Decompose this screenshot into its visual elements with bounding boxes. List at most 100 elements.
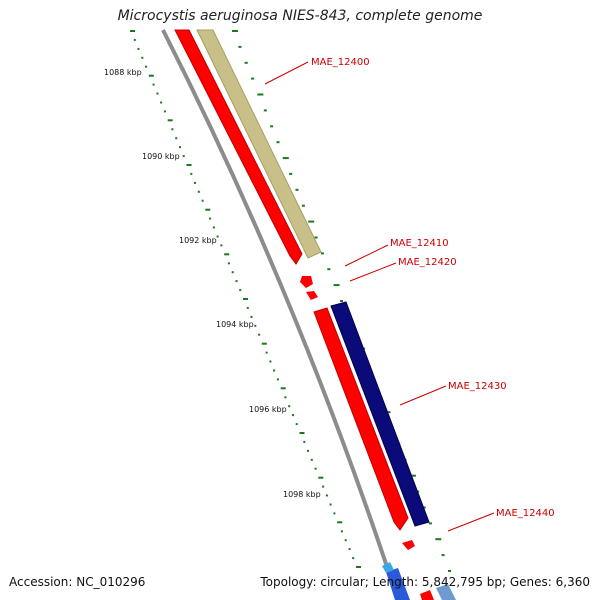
minor-tick	[186, 164, 192, 166]
major-tick	[257, 93, 264, 96]
major-tick	[314, 236, 318, 239]
minor-tick	[145, 65, 148, 68]
major-tick	[327, 268, 331, 271]
minor-tick	[299, 432, 305, 434]
minor-tick	[340, 530, 343, 533]
minor-tick	[348, 548, 351, 551]
minor-tick	[209, 217, 212, 220]
minor-tick	[337, 521, 343, 524]
kbp-label: 1092 kbp	[179, 236, 217, 245]
gene-label-mae-12410[interactable]: MAE_12410	[390, 238, 449, 249]
minor-tick	[130, 30, 135, 32]
gene-mae-12430-navy[interactable]	[330, 301, 430, 527]
minor-tick	[220, 244, 223, 247]
minor-tick	[224, 253, 230, 256]
minor-tick	[303, 440, 306, 443]
major-tick	[428, 522, 432, 525]
major-tick	[244, 61, 248, 64]
minor-tick	[197, 190, 200, 193]
major-tick	[435, 538, 442, 541]
minor-tick	[314, 467, 317, 470]
major-tick	[276, 141, 280, 144]
major-tick-track	[232, 30, 451, 572]
gene-partial-light-blue[interactable]	[382, 562, 394, 573]
gene-mae-12420-cds[interactable]	[306, 291, 318, 300]
minor-tick	[141, 56, 144, 59]
minor-tick	[273, 369, 276, 372]
gene-mae-12400-cds[interactable]	[174, 29, 303, 265]
gene-partial-steel[interactable]	[436, 584, 456, 600]
minor-tick	[329, 503, 332, 506]
minor-tick	[333, 512, 336, 515]
major-tick	[301, 204, 305, 207]
major-tick	[320, 252, 324, 255]
minor-tick	[325, 494, 328, 497]
gene-mae-12430-cds[interactable]	[313, 307, 409, 531]
minor-tick	[152, 83, 155, 86]
kbp-scale-labels: 1088 kbp 1090 kbp 1092 kbp 1094 kbp 1096…	[104, 68, 321, 499]
minor-tick	[318, 476, 324, 479]
minor-tick	[171, 128, 174, 131]
minor-tick-track	[130, 30, 361, 568]
minor-tick	[163, 110, 166, 113]
major-tick	[282, 157, 289, 160]
leader-line	[264, 61, 309, 85]
minor-tick	[310, 458, 313, 461]
minor-tick	[258, 333, 261, 336]
minor-tick	[322, 485, 325, 488]
major-tick	[238, 45, 242, 48]
major-tick	[340, 300, 343, 302]
minor-tick	[205, 208, 211, 211]
gene-labels: MAE_12400 MAE_12410 MAE_12420 MAE_12430 …	[264, 57, 555, 532]
genome-backbone	[161, 29, 400, 600]
kbp-label: 1096 kbp	[249, 405, 287, 414]
minor-tick	[137, 47, 140, 50]
minor-tick	[292, 414, 294, 417]
major-tick	[289, 172, 293, 175]
minor-tick	[190, 172, 193, 175]
gene-partial-red[interactable]	[420, 590, 434, 600]
gene-label-mae-12400[interactable]: MAE_12400	[311, 57, 370, 68]
kbp-label: 1088 kbp	[104, 68, 142, 77]
minor-tick	[284, 396, 287, 399]
minor-tick	[235, 280, 238, 283]
minor-tick	[227, 262, 230, 265]
gene-mae-12410-cds[interactable]	[300, 276, 313, 288]
minor-tick	[307, 449, 309, 452]
minor-tick	[265, 351, 268, 354]
minor-tick	[243, 298, 248, 300]
minor-tick	[356, 566, 361, 568]
minor-tick	[261, 342, 267, 345]
leader-line	[349, 262, 397, 282]
minor-tick	[269, 360, 272, 363]
minor-tick	[288, 405, 291, 408]
minor-tick	[231, 271, 234, 274]
major-tick	[308, 220, 315, 223]
major-tick	[333, 284, 340, 287]
gene-label-mae-12440[interactable]: MAE_12440	[496, 508, 555, 519]
map-title: Microcystis aeruginosa NIES-843, complet…	[117, 8, 483, 24]
minor-tick	[280, 387, 286, 390]
gene-partial-blue[interactable]	[386, 568, 410, 600]
minor-tick	[246, 306, 249, 309]
major-tick	[232, 30, 238, 32]
gene-label-mae-12420[interactable]: MAE_12420	[398, 257, 457, 268]
minor-tick	[212, 226, 215, 229]
minor-tick	[344, 539, 347, 542]
minor-tick	[254, 324, 257, 327]
major-tick	[422, 506, 426, 509]
major-tick	[295, 188, 299, 191]
minor-tick	[276, 378, 279, 381]
major-tick	[448, 570, 451, 572]
leader-line	[399, 385, 447, 406]
gene-label-mae-12430[interactable]: MAE_12430	[448, 381, 507, 392]
accession-text: Accession: NC_010296	[9, 575, 146, 589]
kbp-label: 1090 kbp	[142, 152, 180, 161]
gene-mae-12400-olive[interactable]	[196, 29, 322, 259]
minor-tick	[201, 199, 204, 202]
gene-mae-12440-cds[interactable]	[402, 540, 415, 550]
minor-tick	[352, 557, 355, 560]
minor-tick	[179, 146, 181, 149]
minor-tick	[175, 137, 178, 140]
